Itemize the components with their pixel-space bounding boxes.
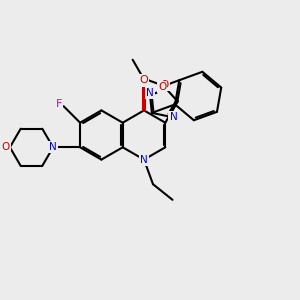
Text: O: O (160, 80, 169, 90)
Text: F: F (56, 99, 62, 109)
Text: N: N (146, 88, 154, 98)
Text: N: N (140, 154, 148, 165)
Text: O: O (158, 82, 166, 92)
Text: O: O (140, 75, 148, 85)
Text: N: N (169, 112, 177, 122)
Text: O: O (1, 142, 10, 152)
Text: N: N (49, 142, 57, 152)
